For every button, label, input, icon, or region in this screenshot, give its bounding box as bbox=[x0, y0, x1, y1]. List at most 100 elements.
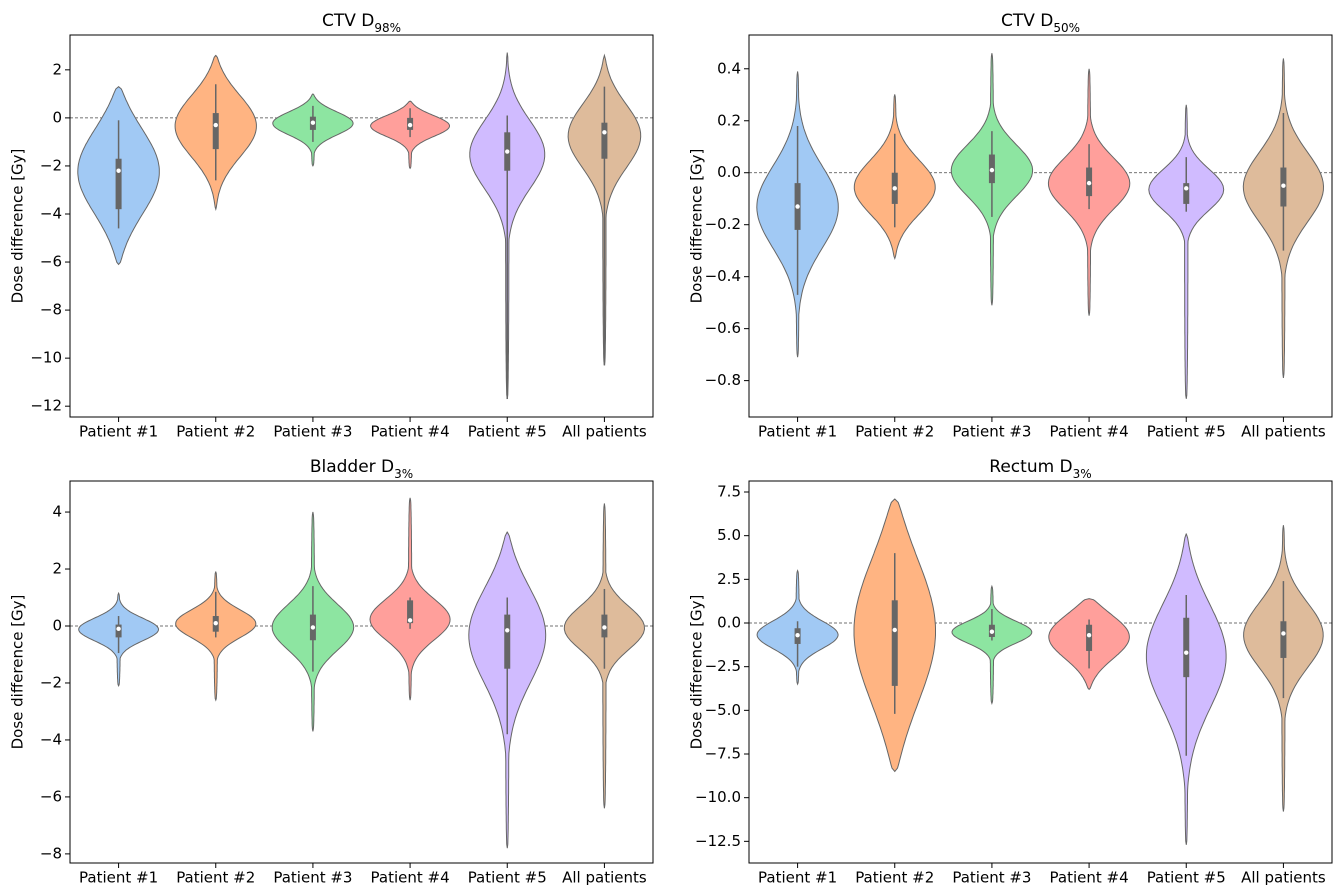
violin-box bbox=[407, 600, 414, 624]
y-tick-label: −8 bbox=[40, 844, 62, 862]
violin-box bbox=[1086, 624, 1093, 651]
title-main: CTV D bbox=[1001, 11, 1053, 31]
violin-median bbox=[892, 186, 897, 191]
violin-body bbox=[951, 584, 1033, 705]
x-tick-label: Patient #1 bbox=[79, 423, 158, 441]
y-tick-label: 0.0 bbox=[717, 614, 741, 632]
violin-box bbox=[891, 600, 898, 686]
violin-median bbox=[213, 122, 218, 128]
plot-frame bbox=[748, 34, 1333, 418]
y-tick-label: 0.2 bbox=[717, 111, 741, 129]
violin-median bbox=[213, 620, 218, 626]
panel-title: CTV D50% bbox=[1001, 11, 1080, 35]
violin-median bbox=[1086, 633, 1092, 638]
violin-box bbox=[1280, 621, 1287, 658]
violin-median bbox=[795, 633, 800, 638]
x-tick-label: All patients bbox=[1241, 423, 1326, 441]
title-main: Rectum D bbox=[989, 457, 1072, 477]
violin-median bbox=[1281, 183, 1286, 188]
y-axis-label: Dose difference [Gy] bbox=[688, 595, 706, 750]
panel: Rectum D3% Dose difference [Gy] −12.5 −10.0… bbox=[688, 457, 1333, 885]
x-tick-label: Patient #1 bbox=[758, 423, 837, 441]
y-tick-label: −2.5 bbox=[705, 657, 741, 675]
y-tick-label: 2 bbox=[52, 560, 62, 578]
y-tick-label: −6 bbox=[40, 253, 62, 271]
y-tick-label: −5.0 bbox=[705, 701, 741, 719]
y-tick-label: −10.0 bbox=[695, 788, 741, 806]
y-tick-label: 0.0 bbox=[717, 163, 741, 181]
y-tick-label: −2 bbox=[40, 673, 62, 691]
y-tick-label: 5.0 bbox=[717, 526, 741, 544]
x-tick-label: Patient #5 bbox=[468, 423, 547, 441]
violin-median bbox=[505, 628, 510, 633]
y-tick-label: −4 bbox=[40, 730, 62, 748]
violin-median bbox=[602, 130, 607, 135]
x-tick-label: Patient #4 bbox=[1050, 423, 1129, 441]
violin-median bbox=[310, 625, 316, 630]
violin-median bbox=[310, 120, 316, 125]
y-tick-label: 0.4 bbox=[717, 59, 741, 77]
y-tick-label: −8 bbox=[40, 301, 62, 319]
y-tick-label: 2.5 bbox=[717, 570, 741, 588]
title-main: Bladder D bbox=[310, 457, 394, 477]
plot-frame bbox=[69, 34, 654, 418]
violin-median bbox=[1184, 186, 1189, 191]
x-tick-label: Patient #2 bbox=[176, 869, 255, 885]
y-tick-label: 0 bbox=[52, 616, 62, 634]
title-main: CTV D bbox=[322, 11, 374, 31]
violin-median bbox=[505, 149, 510, 154]
x-tick-label: Patient #3 bbox=[952, 869, 1031, 885]
panel-title: CTV D98% bbox=[322, 11, 401, 35]
panel-title: Bladder D3% bbox=[310, 457, 413, 481]
x-tick-label: Patient #3 bbox=[952, 423, 1031, 441]
x-tick-label: Patient #2 bbox=[855, 423, 934, 441]
violin-median bbox=[892, 627, 897, 633]
violin-median bbox=[1281, 631, 1286, 636]
x-tick-label: Patient #4 bbox=[371, 423, 450, 441]
y-tick-label: −0.4 bbox=[705, 267, 741, 285]
y-axis-label: Dose difference [Gy] bbox=[688, 149, 706, 304]
y-tick-label: −4 bbox=[40, 204, 62, 222]
plot-frame bbox=[69, 480, 654, 864]
x-tick-label: All patients bbox=[1241, 869, 1326, 885]
y-tick-label: −7.5 bbox=[705, 745, 741, 763]
title-sub: 3% bbox=[394, 467, 413, 481]
x-tick-label: Patient #3 bbox=[273, 869, 352, 885]
violin-body bbox=[1148, 104, 1225, 399]
violin-median bbox=[1184, 650, 1189, 655]
x-tick-label: Patient #2 bbox=[176, 423, 255, 441]
x-tick-label: Patient #5 bbox=[1147, 869, 1226, 885]
violin-box bbox=[601, 122, 608, 159]
violin-median bbox=[795, 204, 800, 209]
x-tick-label: Patient #5 bbox=[468, 869, 547, 885]
title-sub: 50% bbox=[1053, 21, 1080, 35]
y-tick-label: 0 bbox=[52, 108, 62, 126]
y-tick-label: −0.8 bbox=[705, 371, 741, 389]
violin-median bbox=[116, 626, 121, 632]
title-sub: 3% bbox=[1073, 467, 1092, 481]
violin-box bbox=[504, 614, 511, 669]
violin-box bbox=[1183, 183, 1190, 204]
y-tick-label: −2 bbox=[40, 156, 62, 174]
x-tick-label: Patient #4 bbox=[1050, 869, 1129, 885]
x-tick-label: Patient #4 bbox=[371, 869, 450, 885]
x-tick-label: Patient #5 bbox=[1147, 423, 1226, 441]
y-tick-label: −6 bbox=[40, 787, 62, 805]
panel: CTV D50% Dose difference [Gy] −0.8 −0.6 −0.4… bbox=[688, 11, 1333, 441]
x-tick-label: Patient #1 bbox=[79, 869, 158, 885]
x-tick-label: All patients bbox=[562, 869, 647, 885]
x-tick-label: Patient #2 bbox=[855, 869, 934, 885]
violin-median bbox=[407, 618, 413, 623]
violin-median bbox=[1086, 180, 1092, 186]
plot-frame bbox=[748, 480, 1333, 864]
y-tick-label: −0.2 bbox=[705, 215, 741, 233]
y-tick-label: −0.6 bbox=[705, 319, 741, 337]
y-tick-label: 4 bbox=[52, 503, 62, 521]
y-tick-label: 7.5 bbox=[717, 483, 741, 501]
violin-median bbox=[116, 168, 121, 173]
y-tick-label: −10 bbox=[30, 349, 62, 367]
violin-box bbox=[115, 158, 122, 210]
violin-median bbox=[989, 629, 995, 634]
y-axis-label: Dose difference [Gy] bbox=[9, 595, 27, 750]
